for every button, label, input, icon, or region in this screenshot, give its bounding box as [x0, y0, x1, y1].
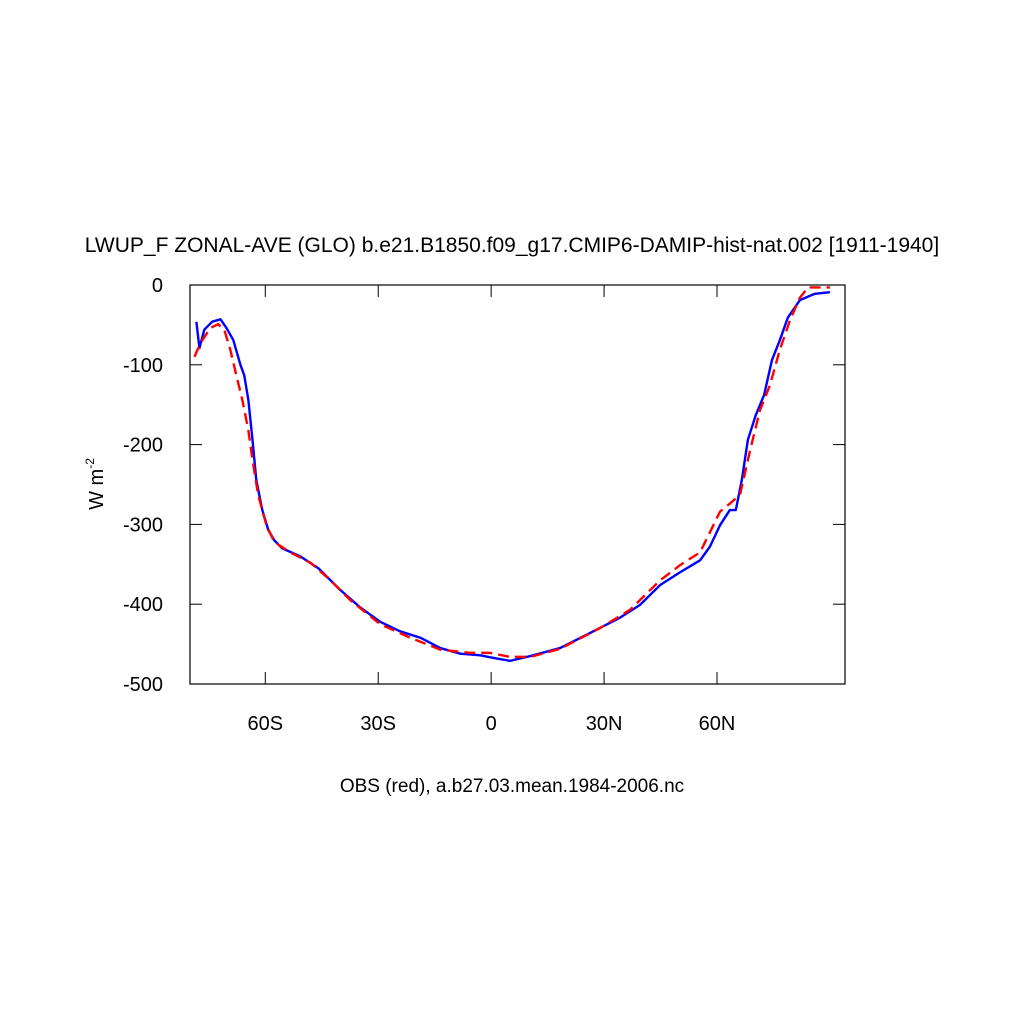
y-axis-label: W m-2 — [83, 458, 108, 510]
x-tick-label: 30S — [360, 713, 396, 735]
y-tick-label: -400 — [123, 594, 163, 616]
chart-title: LWUP_F ZONAL-AVE (GLO) b.e21.B1850.f09_g… — [85, 234, 939, 257]
series-line — [195, 290, 831, 663]
y-tick-label: -100 — [123, 355, 163, 377]
series-line — [193, 286, 830, 659]
chart-subtitle: OBS (red), a.b27.03.mean.1984-2006.nc — [340, 776, 684, 797]
x-tick-label: 0 — [486, 713, 497, 735]
x-tick-label: 30N — [586, 713, 623, 735]
plot-frame — [189, 284, 846, 685]
y-tick-label: -200 — [123, 435, 163, 457]
y-tick-label: -300 — [123, 514, 163, 536]
x-tick-label: 60S — [247, 713, 283, 735]
y-tick-label: -500 — [123, 674, 163, 696]
y-tick-label: 0 — [152, 275, 163, 297]
y-axis-label-text: W m — [86, 469, 108, 510]
x-tick-label: 60N — [699, 713, 736, 735]
y-axis-label-superscript: -2 — [83, 458, 97, 469]
